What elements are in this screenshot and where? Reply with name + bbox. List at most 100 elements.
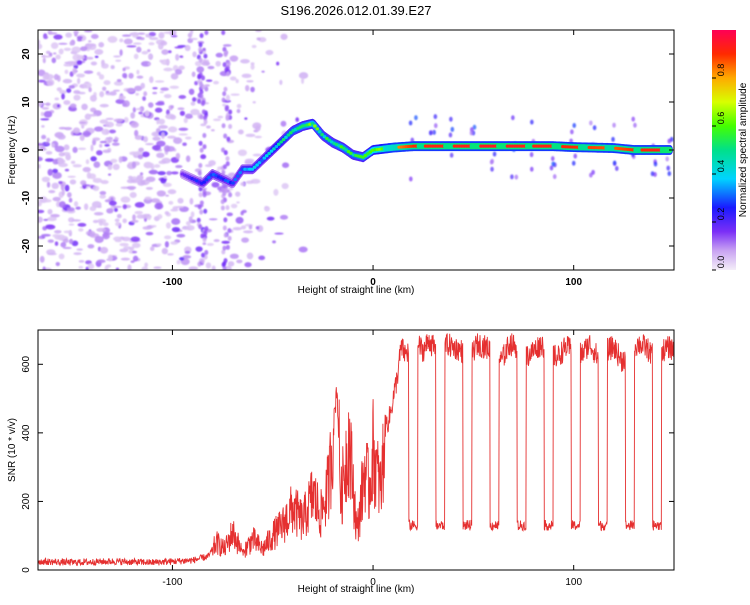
ridge-core bbox=[327, 138, 332, 142]
noise-blob bbox=[67, 192, 72, 198]
noise-blob bbox=[185, 225, 195, 231]
noise-blob bbox=[178, 127, 189, 131]
noise-blob bbox=[96, 71, 101, 76]
noise-blob bbox=[41, 176, 50, 183]
noise-blob bbox=[113, 81, 124, 86]
noise-blob bbox=[85, 260, 92, 265]
noise-blob bbox=[161, 247, 168, 255]
noise-blob bbox=[107, 254, 113, 262]
noise-blob bbox=[127, 264, 132, 270]
noise-blob bbox=[160, 40, 168, 46]
noise-blob bbox=[108, 129, 117, 134]
noise-blob bbox=[141, 151, 150, 158]
flare-blob bbox=[510, 174, 514, 180]
noise-blob bbox=[224, 187, 229, 193]
noise-blob bbox=[189, 197, 194, 205]
noise-blob bbox=[274, 232, 284, 235]
noise-blob bbox=[121, 34, 132, 37]
noise-blob bbox=[132, 42, 142, 45]
noise-blob bbox=[174, 46, 184, 49]
noise-blob bbox=[69, 179, 77, 185]
noise-blob bbox=[107, 136, 113, 143]
flare-blob bbox=[514, 174, 519, 180]
colorbar-tick-label: 0.4 bbox=[716, 160, 726, 173]
noise-blob bbox=[86, 43, 97, 47]
noise-blob bbox=[128, 72, 134, 79]
noise-blob bbox=[82, 130, 91, 138]
noise-blob bbox=[191, 71, 196, 78]
noise-blob bbox=[129, 246, 135, 251]
noise-blob bbox=[203, 208, 208, 214]
noise-blob bbox=[104, 143, 110, 147]
noise-blob bbox=[222, 225, 227, 231]
noise-blob bbox=[46, 79, 55, 86]
noise-blob bbox=[65, 32, 73, 38]
snr-y-tick-label: 600 bbox=[21, 356, 32, 373]
noise-blob bbox=[221, 240, 230, 244]
noise-blob bbox=[78, 259, 85, 263]
noise-blob bbox=[222, 46, 227, 52]
noise-blob bbox=[223, 51, 228, 57]
noise-blob bbox=[99, 91, 105, 98]
flare-blob bbox=[666, 165, 671, 171]
noise-blob bbox=[76, 36, 83, 40]
ridge-core bbox=[363, 153, 368, 158]
noise-blob bbox=[169, 33, 177, 36]
noise-blob bbox=[38, 43, 43, 50]
noise-blob bbox=[159, 91, 164, 94]
ridge-core bbox=[281, 138, 286, 142]
noise-blob bbox=[53, 52, 57, 55]
noise-blob bbox=[82, 81, 92, 89]
noise-blob bbox=[190, 108, 200, 116]
noise-blob bbox=[279, 79, 283, 85]
noise-blob bbox=[171, 226, 181, 233]
noise-blob bbox=[58, 48, 64, 55]
noise-blob bbox=[122, 72, 128, 79]
noise-blob bbox=[85, 230, 96, 236]
ridge-core bbox=[366, 152, 370, 156]
noise-blob bbox=[130, 236, 141, 242]
noise-blob bbox=[42, 57, 46, 64]
noise-blob bbox=[250, 64, 255, 70]
noise-blob bbox=[104, 199, 112, 203]
flare-blob bbox=[449, 152, 454, 158]
noise-blob bbox=[76, 60, 83, 65]
noise-blob bbox=[130, 112, 136, 119]
noise-blob bbox=[148, 54, 152, 58]
ridge-core bbox=[272, 147, 276, 151]
snr-axes: -100 0 100 0 200 400 600 bbox=[21, 330, 674, 588]
flare-blob bbox=[408, 120, 413, 126]
noise-blob bbox=[244, 117, 248, 120]
snr-x-tick-label: -100 bbox=[162, 577, 182, 588]
ridge-core bbox=[310, 122, 315, 126]
noise-blob bbox=[185, 155, 191, 163]
noise-blob bbox=[52, 102, 62, 110]
noise-blob bbox=[106, 208, 114, 214]
noise-blob bbox=[223, 133, 228, 139]
noise-blob bbox=[134, 85, 143, 92]
ridge-core bbox=[202, 180, 206, 184]
noise-blob bbox=[264, 206, 271, 212]
noise-blob bbox=[105, 121, 115, 128]
flare-blob bbox=[550, 156, 555, 162]
noise-blob bbox=[63, 230, 72, 234]
noise-blob bbox=[163, 175, 168, 179]
noise-blob bbox=[153, 266, 162, 269]
noise-blob bbox=[100, 180, 109, 185]
noise-blob bbox=[38, 69, 46, 77]
noise-blob bbox=[52, 196, 61, 202]
noise-blob bbox=[58, 42, 68, 45]
noise-blob bbox=[40, 146, 46, 151]
flare-blob bbox=[433, 114, 438, 120]
noise-blob bbox=[41, 125, 45, 128]
noise-blob bbox=[91, 201, 102, 208]
noise-blob bbox=[188, 266, 199, 270]
noise-blob bbox=[62, 246, 72, 250]
noise-blob bbox=[102, 232, 110, 240]
flare-blob bbox=[592, 125, 597, 131]
noise-blob bbox=[217, 115, 224, 119]
noise-blob bbox=[201, 75, 206, 81]
flare-blob bbox=[612, 122, 616, 128]
noise-blob bbox=[240, 182, 246, 186]
noise-blob bbox=[220, 205, 225, 211]
